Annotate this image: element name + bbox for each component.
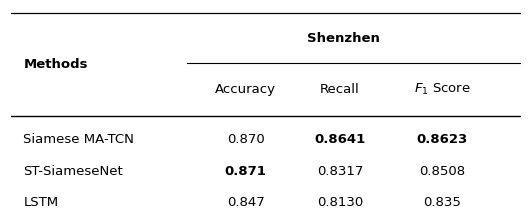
Text: 0.8317: 0.8317 xyxy=(317,165,363,178)
Text: Methods: Methods xyxy=(23,58,88,71)
Text: Recall: Recall xyxy=(320,83,360,96)
Text: 0.835: 0.835 xyxy=(423,196,461,209)
Text: ST-SiameseNet: ST-SiameseNet xyxy=(23,165,123,178)
Text: Accuracy: Accuracy xyxy=(215,83,276,96)
Text: 0.8130: 0.8130 xyxy=(317,196,363,209)
Text: 0.847: 0.847 xyxy=(227,196,264,209)
Text: 0.870: 0.870 xyxy=(227,133,264,146)
Text: 0.871: 0.871 xyxy=(225,165,267,178)
Text: LSTM: LSTM xyxy=(23,196,59,209)
Text: 0.8508: 0.8508 xyxy=(419,165,466,178)
Text: 0.8641: 0.8641 xyxy=(314,133,365,146)
Text: 0.8623: 0.8623 xyxy=(417,133,468,146)
Text: Siamese MA-TCN: Siamese MA-TCN xyxy=(23,133,134,146)
Text: $F_1$ Score: $F_1$ Score xyxy=(414,82,471,97)
Text: Shenzhen: Shenzhen xyxy=(307,32,380,45)
